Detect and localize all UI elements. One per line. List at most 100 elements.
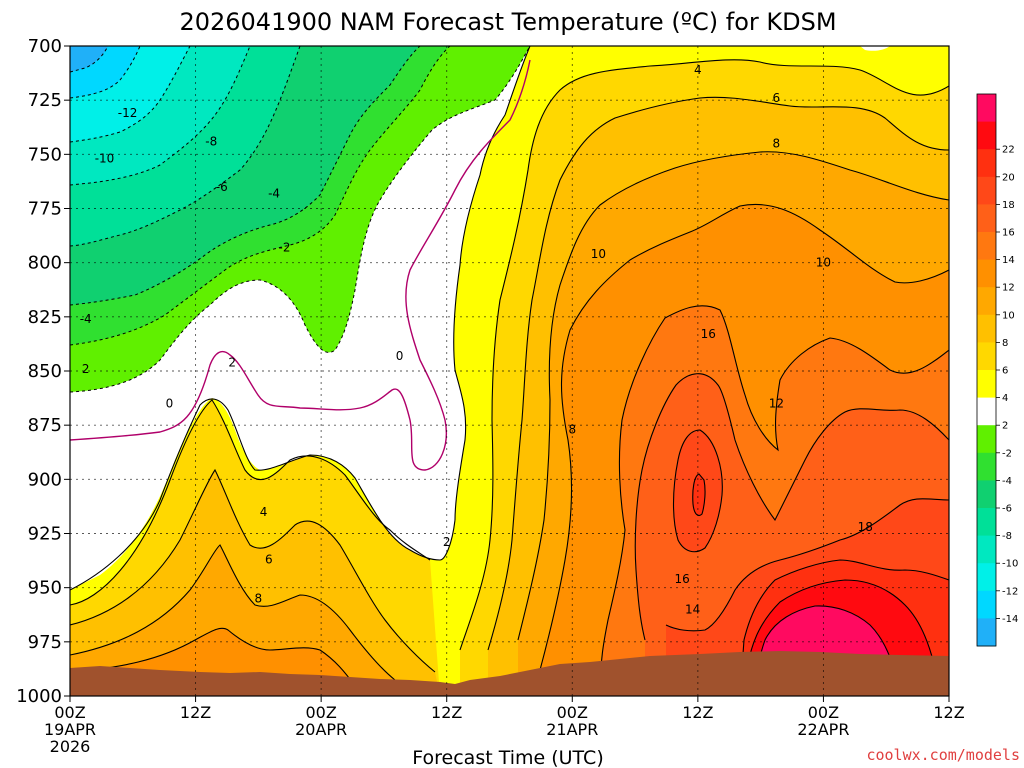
contour-6 bbox=[487, 96, 949, 651]
contour-18 bbox=[739, 559, 949, 696]
colorbar-label: -4 bbox=[1002, 476, 1012, 487]
colorbar-label: 6 bbox=[1002, 366, 1008, 377]
colorbar-label: -8 bbox=[1002, 531, 1012, 542]
colorbar-swatch bbox=[977, 204, 996, 233]
colorbar-label: 10 bbox=[1002, 310, 1015, 321]
contour-label: 10 bbox=[816, 256, 831, 270]
colorbar-swatch bbox=[977, 480, 996, 509]
temp-band-below-neg16 bbox=[70, 46, 108, 72]
y-tick-label: 850 bbox=[28, 361, 62, 382]
y-tick-label: 800 bbox=[28, 253, 62, 274]
contour-label: 12 bbox=[769, 397, 784, 411]
x-tick-date: 20APR bbox=[295, 720, 347, 739]
contour-neg12 bbox=[70, 46, 191, 143]
contour-label: 2 bbox=[443, 535, 451, 549]
y-tick-label: 975 bbox=[28, 632, 62, 653]
y-tick-label: 900 bbox=[28, 469, 62, 490]
contour-label: 8 bbox=[255, 592, 263, 606]
x-tick-label: 00Z bbox=[305, 703, 336, 722]
contour-16-core bbox=[672, 429, 723, 553]
colorbar-swatch bbox=[977, 397, 996, 426]
terrain-ground bbox=[70, 651, 949, 696]
contour-label: 8 bbox=[773, 137, 781, 151]
contour-neg2 bbox=[70, 46, 531, 393]
contour-12 bbox=[599, 305, 949, 696]
colorbar-swatch bbox=[977, 176, 996, 205]
colorbar-swatch bbox=[977, 535, 996, 564]
contour-label: -6 bbox=[216, 180, 228, 194]
contour-label: -8 bbox=[205, 134, 217, 148]
colorbar-label: 12 bbox=[1002, 283, 1015, 294]
contour-labels: -12 -10 -8 -6 -4 -2 -4 2 0 2 0 2 4 6 8 4 6 8 10 10 8 16 12 18 16… bbox=[80, 63, 873, 616]
colorbar-swatch bbox=[977, 425, 996, 454]
contour-neg10 bbox=[70, 46, 251, 186]
credit-text: coolwx.com/models bbox=[866, 746, 1020, 764]
contour-14 bbox=[634, 373, 949, 641]
colorbar-swatch bbox=[977, 342, 996, 371]
contour-label: 4 bbox=[694, 63, 702, 77]
contour-label: 2 bbox=[82, 362, 90, 376]
contour-label: 4 bbox=[260, 505, 268, 519]
contour-lines bbox=[70, 46, 949, 696]
contour-label: 18 bbox=[858, 520, 873, 534]
colorbar-label: 4 bbox=[1002, 393, 1008, 404]
contour-label: 0 bbox=[396, 349, 404, 363]
x-tick-label: 00Z bbox=[54, 703, 85, 722]
contour-label: 16 bbox=[675, 572, 690, 586]
contour-20 bbox=[744, 579, 941, 696]
temp-band-top-white bbox=[860, 46, 890, 51]
contour-label: 0 bbox=[166, 397, 174, 411]
x-tick-label: 00Z bbox=[557, 703, 588, 722]
contour-label: 2 bbox=[228, 355, 236, 369]
y-tick-label: 725 bbox=[28, 90, 62, 111]
contour-label: 6 bbox=[265, 553, 273, 567]
colorbar-swatch bbox=[977, 370, 996, 399]
x-tick-label: 12Z bbox=[682, 703, 713, 722]
colorbar-label: 16 bbox=[1002, 228, 1015, 239]
colorbar-swatch bbox=[977, 452, 996, 481]
contour-label: 10 bbox=[591, 247, 606, 261]
colorbar-swatch bbox=[977, 618, 996, 647]
contour-2-upper bbox=[453, 46, 531, 521]
contour-label: 14 bbox=[685, 602, 700, 616]
colorbar-label: -6 bbox=[1002, 504, 1012, 515]
colorbar-label: -10 bbox=[1002, 559, 1018, 570]
colorbar-swatch bbox=[977, 121, 996, 150]
x-tick-label: 00Z bbox=[808, 703, 839, 722]
x-tick-date: 21APR bbox=[546, 720, 598, 739]
contour-lowlevel-2 bbox=[70, 398, 456, 591]
y-tick-label: 775 bbox=[28, 199, 62, 220]
colorbar-swatch bbox=[977, 94, 996, 123]
y-tick-label: 700 bbox=[28, 36, 62, 57]
contour-4 bbox=[459, 59, 949, 651]
y-axis: 700 725 750 775 800 825 850 875 900 925 950 975 1000 bbox=[16, 36, 70, 707]
colorbar-swatch bbox=[977, 314, 996, 343]
contour-neg14 bbox=[70, 46, 141, 99]
negative-contour-lines bbox=[70, 46, 531, 393]
contour-lowlevel-4 bbox=[70, 399, 431, 606]
chart-title: 2026041900 NAM Forecast Temperature (ºC)… bbox=[179, 8, 836, 36]
freezing-line bbox=[70, 59, 531, 471]
contour-lowlevel-8 bbox=[70, 544, 396, 681]
contour-8 bbox=[517, 151, 949, 641]
colorbar-swatch bbox=[977, 232, 996, 261]
contour-label: -2 bbox=[279, 241, 291, 255]
colorbar-swatch bbox=[977, 287, 996, 316]
contour-10 bbox=[539, 203, 949, 671]
colorbar-label: -2 bbox=[1002, 448, 1012, 459]
colorbar-label: 22 bbox=[1002, 145, 1015, 156]
y-tick-label: 925 bbox=[28, 524, 62, 545]
contour-label: -4 bbox=[80, 312, 92, 326]
contour-lowlevel-6 bbox=[70, 468, 436, 673]
y-tick-label: 1000 bbox=[16, 686, 62, 707]
contour-lowlevel-10 bbox=[70, 627, 356, 687]
colorbar-swatch bbox=[977, 259, 996, 288]
contour-neg16 bbox=[70, 46, 109, 73]
x-tick-year: 2026 bbox=[50, 737, 91, 756]
contour-label: 8 bbox=[568, 423, 576, 437]
colorbar-label: -14 bbox=[1002, 614, 1018, 625]
y-tick-label: 750 bbox=[28, 144, 62, 165]
contour-label: -4 bbox=[268, 186, 280, 200]
